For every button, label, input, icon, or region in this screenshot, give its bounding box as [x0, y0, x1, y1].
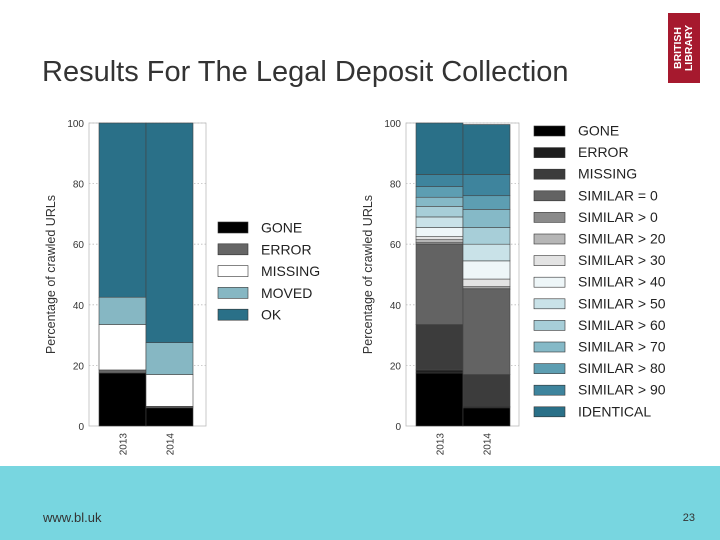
bar-segment	[462, 209, 511, 228]
legend-label: MISSING	[261, 263, 320, 279]
bar-segment	[145, 122, 194, 343]
legend-label: SIMILAR > 90	[578, 382, 666, 398]
footer-url[interactable]: www.bl.uk	[43, 510, 102, 525]
chart-2: 0 20 40 60 80 100 2013 2014 Percentage of crawle…	[361, 119, 666, 455]
y-tick-label: 20	[390, 361, 402, 372]
legend-label: SIMILAR > 20	[578, 231, 666, 247]
legend-swatch	[533, 406, 566, 418]
legend: GONE ERROR MISSING MOVED OK	[217, 220, 320, 323]
legend-swatch	[533, 147, 566, 158]
bar-segment	[415, 227, 464, 237]
x-tick-label: 2013	[119, 433, 130, 456]
bar-segment	[98, 296, 147, 325]
bar-segment	[415, 324, 464, 371]
legend-swatch	[533, 276, 566, 288]
bar-segment	[98, 324, 147, 371]
legend-swatch	[533, 384, 566, 396]
bar-segment	[415, 236, 464, 240]
footer-bar: www.bl.uk 23	[0, 466, 720, 540]
legend-label: GONE	[578, 123, 619, 139]
bar-segment	[462, 124, 511, 175]
y-axis-label: Percentage of crawled URLs	[361, 195, 375, 354]
y-tick-label: 40	[73, 301, 85, 312]
legend: GONE ERROR MISSING SIMILAR = 0 SIMILAR > 0 SI…	[533, 123, 666, 419]
bar-segment	[415, 122, 464, 175]
legend-label: SIMILAR > 80	[578, 360, 666, 376]
legend-label: ERROR	[578, 144, 629, 160]
bar-segment	[415, 369, 464, 374]
legend-swatch	[533, 233, 566, 245]
legend-swatch	[217, 308, 249, 321]
legend-swatch	[533, 255, 566, 266]
legend-swatch	[217, 243, 249, 256]
bar-segment	[462, 195, 511, 210]
legend-swatch	[533, 212, 566, 223]
bar-segment	[145, 374, 194, 407]
bar-segment	[462, 278, 511, 287]
y-tick-label: 60	[390, 240, 402, 251]
bar-segment	[462, 227, 511, 245]
x-tick-label: 2014	[483, 433, 494, 456]
legend-swatch	[217, 287, 249, 299]
bar-segment	[462, 243, 511, 262]
y-tick-label: 100	[67, 119, 84, 130]
legend-swatch	[533, 320, 566, 331]
legend-swatch	[533, 125, 566, 137]
legend-swatch	[217, 221, 249, 234]
y-tick-label: 0	[78, 422, 84, 433]
bar-segment	[415, 372, 464, 427]
legend-swatch	[533, 190, 566, 202]
y-tick-label: 20	[73, 361, 85, 372]
legend-swatch	[533, 341, 566, 353]
bar-segment	[415, 206, 464, 218]
bar-segment	[145, 342, 194, 375]
bar-segment	[145, 407, 194, 427]
y-tick-label: 80	[73, 180, 85, 191]
legend-label: SIMILAR > 70	[578, 339, 666, 355]
legend-swatch	[533, 298, 566, 310]
bar-segment	[462, 407, 511, 427]
legend-swatch	[533, 168, 566, 180]
bar-segment	[415, 239, 464, 243]
bar-segment	[462, 260, 511, 280]
british-library-logo: BRITISH LIBRARY	[668, 13, 700, 83]
y-tick-label: 0	[395, 422, 401, 433]
legend-swatch	[217, 265, 249, 277]
bar-segment	[462, 374, 511, 407]
legend-label: MISSING	[578, 166, 637, 182]
x-tick-label: 2014	[166, 433, 177, 456]
legend-label: SIMILAR = 0	[578, 187, 658, 203]
y-tick-label: 100	[384, 119, 401, 130]
bar-segment	[98, 369, 147, 374]
bar-segment	[415, 216, 464, 228]
legend-label: OK	[261, 307, 282, 323]
charts-canvas: 0 20 40 60 80 100 2013 2014 Percentage of crawle…	[44, 119, 666, 455]
bar-segment	[415, 243, 464, 325]
bar-segment	[415, 174, 464, 187]
legend-label: IDENTICAL	[578, 403, 651, 419]
y-tick-label: 40	[390, 301, 402, 312]
legend-label: SIMILAR > 50	[578, 295, 666, 311]
bar-segment	[415, 186, 464, 198]
legend-label: GONE	[261, 220, 302, 236]
slide-title: Results For The Legal Deposit Collection	[42, 56, 569, 88]
chart-1: 0 20 40 60 80 100 2013 2014 Percentage of crawle…	[44, 119, 320, 455]
bar-segment	[415, 196, 464, 207]
legend-label: SIMILAR > 40	[578, 274, 666, 290]
legend-swatch	[533, 363, 566, 374]
bar-segment	[98, 372, 147, 427]
y-tick-label: 80	[390, 180, 402, 191]
y-tick-label: 60	[73, 240, 85, 251]
legend-label: SIMILAR > 60	[578, 317, 666, 333]
bar-segment	[462, 174, 511, 197]
legend-label: MOVED	[261, 285, 312, 301]
legend-label: SIMILAR > 0	[578, 209, 658, 225]
page-number: 23	[682, 512, 695, 524]
x-tick-label: 2013	[436, 433, 447, 456]
legend-label: SIMILAR > 30	[578, 252, 666, 268]
legend-label: ERROR	[261, 241, 312, 257]
bar-segment	[462, 289, 511, 375]
bar-segment	[98, 122, 147, 298]
y-axis-label: Percentage of crawled URLs	[44, 195, 58, 354]
